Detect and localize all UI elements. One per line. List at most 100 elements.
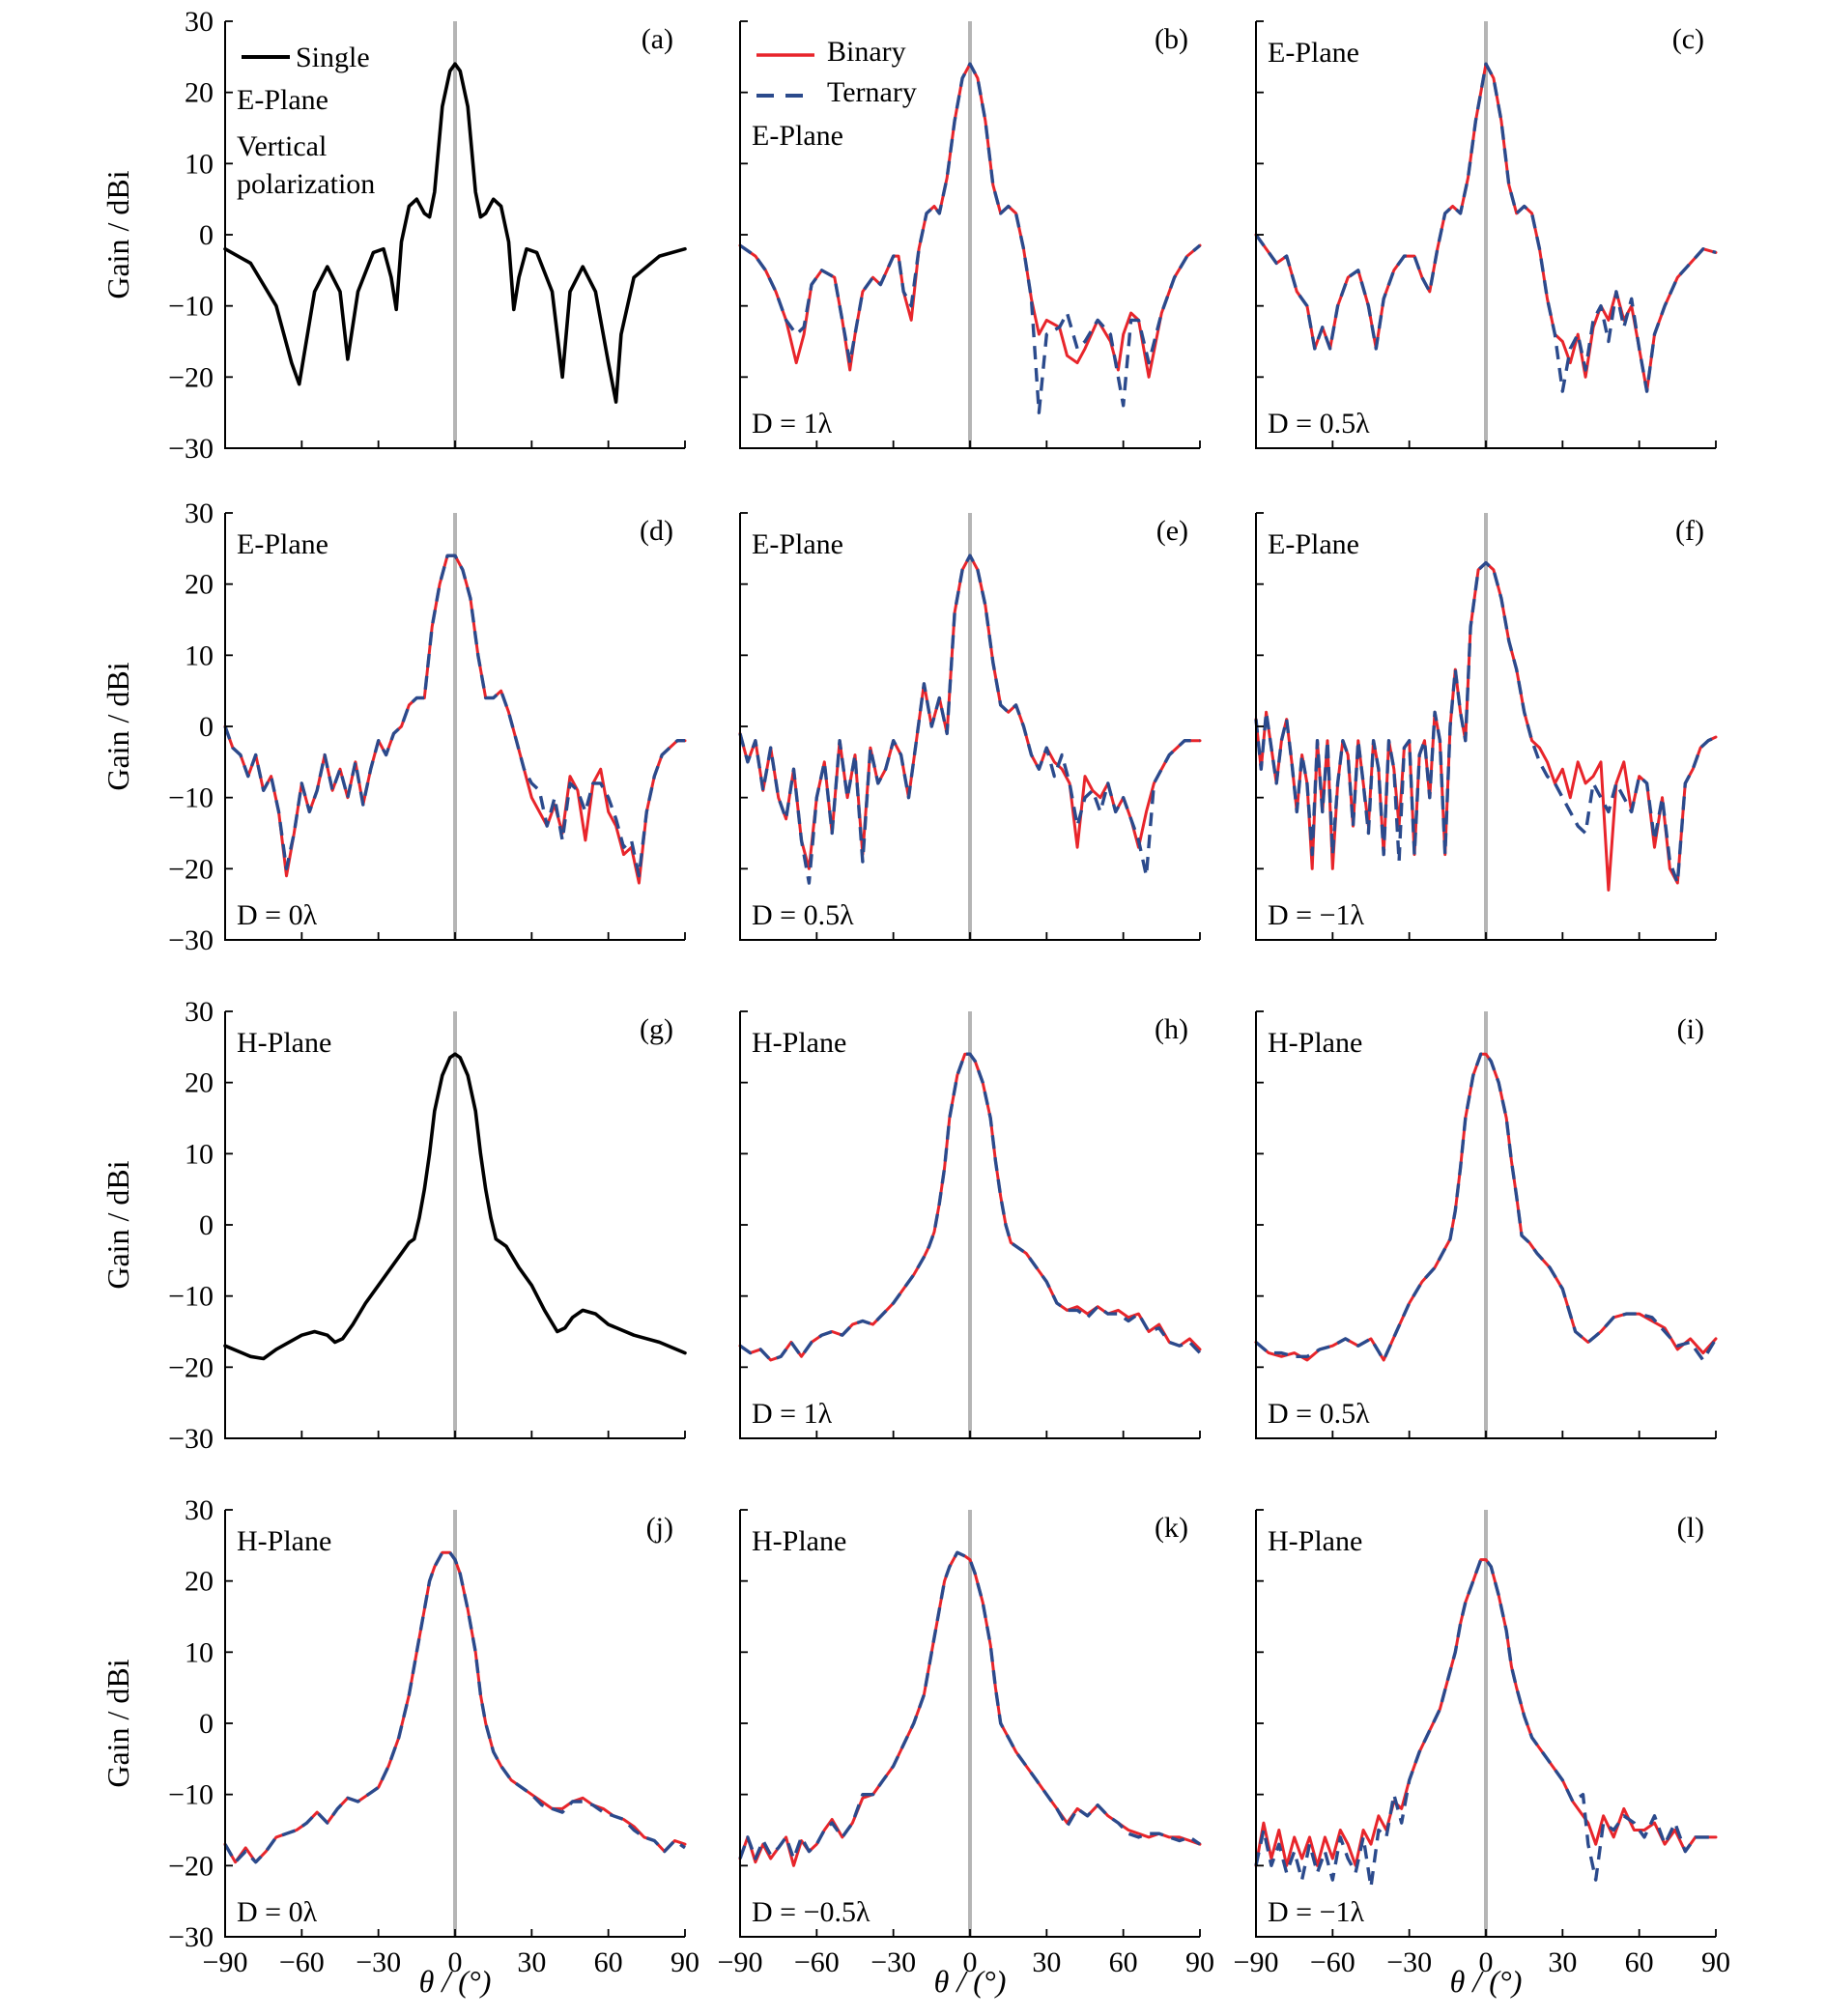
y-tick-label: −20 [168,1850,214,1882]
y-tick-label: 0 [199,711,214,743]
y-tick-label: −30 [168,1921,214,1953]
x-tick-label: 60 [594,1946,623,1978]
plane-label: E-Plane [237,528,328,560]
y-tick-label: −30 [168,924,214,956]
y-axis-title: Gain / dBi [100,1160,135,1289]
series-ternary [223,554,685,878]
series-ternary [1254,1557,1716,1889]
x-tick-label: −60 [1310,1946,1355,1978]
x-tick-label: 30 [1032,1946,1061,1978]
panel-b: (b) Binary Ternary E-Plane D = 1λ [738,20,1202,449]
panel-label: (c) [1672,23,1704,55]
series-ternary [1254,560,1717,885]
panel-note: polarization [237,168,375,200]
plane-label: E-Plane [1268,37,1359,69]
plane-label: H-Plane [1268,1027,1362,1059]
plane-label: E-Plane [1268,528,1359,560]
panel-label: (k) [1155,1512,1188,1544]
y-axis-titles: Gain / dBi Gain / dBi Gain / dBi Gain / dBi [100,170,135,1787]
panel-label: (j) [646,1512,673,1544]
x-axis-title: θ / (°) [419,1964,492,1999]
panel-i: (i) H-Plane D = 0.5λ [1254,1010,1718,1439]
d-label: D = 0.5λ [752,899,854,931]
x-tick-label: 30 [517,1946,546,1978]
x-axis-title: θ / (°) [934,1964,1007,1999]
d-label: D = −1λ [1268,899,1365,931]
panel-note: Vertical [237,130,327,162]
series-ternary [223,1550,686,1864]
d-label: D = 0λ [237,1896,318,1928]
legend-label-binary: Binary [827,36,906,68]
y-axis-title: Gain / dBi [100,170,135,298]
y-tick-label: 0 [199,219,214,251]
y-tick-label: 20 [185,1566,214,1598]
series-binary [1254,1558,1718,1867]
y-axis-title: Gain / dBi [100,1659,135,1787]
x-tick-label: 0 [963,1946,978,1978]
d-label: D = −1λ [1268,1896,1365,1928]
panel-g: 30 20 10 0 −10 −20 −30 (g) H-Plane [168,996,687,1455]
y-tick-label: 20 [185,77,214,109]
series-binary [1254,1052,1718,1362]
panel-label: (b) [1155,23,1188,55]
x-tick-label: −60 [794,1946,840,1978]
panel-a: 30 20 10 0 −10 −20 −30 (a) Single E-Plane Vertical… [168,6,687,465]
panel-l: −90 −60 −30 0 30 60 90 (l) H-Plane D = −1λ [1234,1509,1730,1978]
x-tick-label: 60 [1109,1946,1138,1978]
y-tick-label: 20 [185,569,214,601]
d-label: D = 1λ [752,408,833,440]
y-tick-label: −20 [168,361,214,393]
legend-label-single: Single [296,42,370,73]
y-axis-title: Gain / dBi [100,662,135,790]
plane-label: H-Plane [237,1525,331,1557]
x-axis-title: θ / (°) [1450,1964,1523,1999]
x-tick-label: 90 [670,1946,699,1978]
plane-label: H-Plane [1268,1525,1362,1557]
panel-label: (i) [1677,1013,1704,1045]
plane-label: H-Plane [237,1027,331,1059]
y-tick-label: 30 [185,497,214,529]
y-tick-label: 10 [185,1138,214,1170]
y-tick-label: 10 [185,1636,214,1668]
panel-f: (f) E-Plane D = −1λ [1254,512,1718,941]
panel-d: 30 20 10 0 −10 −20 −30 (d) E-Plane D = 0λ [168,497,687,956]
legend-label-ternary: Ternary [827,76,917,108]
plane-label: H-Plane [752,1027,846,1059]
y-tick-label: −30 [168,433,214,465]
d-label: D = −0.5λ [752,1896,870,1928]
panels: 30 20 10 0 −10 −20 −30 (a) Single E-Plane Vertical… [168,6,1730,1978]
panel-label: (d) [640,515,673,547]
panel-e: (e) E-Plane D = 0.5λ [738,512,1202,941]
d-label: D = 0λ [237,899,318,931]
d-label: D = 0.5λ [1268,1398,1370,1430]
x-tick-label: 60 [1625,1946,1654,1978]
x-tick-label: −90 [1234,1946,1279,1978]
y-tick-label: −10 [168,291,214,323]
x-tick-label: −60 [279,1946,325,1978]
y-tick-label: −10 [168,1281,214,1313]
panel-h: (h) H-Plane D = 1λ [738,1010,1202,1439]
panel-c: (c) E-Plane D = 0.5λ [1254,20,1718,449]
series-ternary [738,1550,1201,1860]
series-single [223,62,687,404]
x-tick-label: −90 [203,1946,248,1978]
plane-label: E-Plane [237,84,328,116]
y-tick-label: −30 [168,1423,214,1455]
x-tick-label: −30 [1386,1946,1432,1978]
series-ternary [1254,62,1717,393]
panel-label: (f) [1675,515,1704,547]
x-tick-label: 90 [1701,1946,1730,1978]
series-single [223,1052,687,1361]
panel-k: −90 −60 −30 0 30 60 90 (k) H-Plane D = −0.5λ [718,1509,1214,1978]
series-ternary [739,1052,1202,1362]
y-tick-label: 20 [185,1067,214,1099]
d-label: D = 1λ [752,1398,833,1430]
d-label: D = 0.5λ [1268,408,1370,440]
x-axis-titles: θ / (°) θ / (°) θ / (°) [419,1964,1523,1999]
series-ternary [739,62,1202,414]
y-tick-label: 10 [185,639,214,671]
panel-label: (e) [1156,515,1188,547]
x-tick-label: −30 [356,1946,401,1978]
